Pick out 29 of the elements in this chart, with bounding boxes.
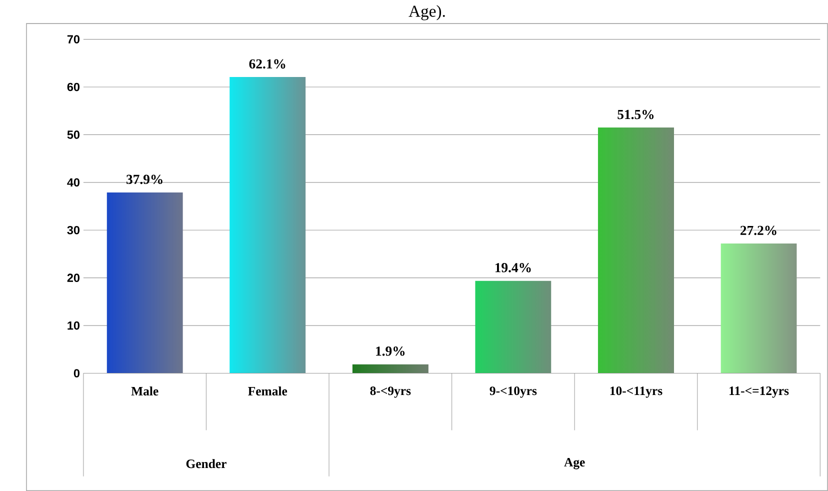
data-label: 27.2%	[740, 226, 776, 236]
bar	[106, 192, 183, 374]
y-tick-label: 70	[67, 35, 80, 44]
x-tick-label: 10-<11yrs	[610, 386, 662, 398]
y-tick-label: 20	[67, 274, 80, 282]
bar	[720, 243, 797, 374]
x-tick-label: 11-<=12yrs	[730, 386, 789, 398]
text: Age	[564, 458, 585, 470]
x-tick-label: Female	[248, 386, 288, 396]
x-tick-label: Male	[131, 386, 158, 396]
data-label: 1.9%	[376, 346, 405, 356]
x-tick-label: 8-<9yrs	[370, 386, 411, 398]
y-tick-label: 10	[68, 321, 80, 330]
data-label: 62.1%	[249, 59, 286, 69]
bar	[475, 280, 552, 374]
bar	[598, 127, 674, 374]
data-label: 19.4%	[495, 262, 531, 272]
chart-title: Age).	[408, 5, 445, 20]
data-label: 51.5%	[618, 110, 654, 120]
y-tick-label: 60	[67, 82, 80, 92]
y-tick-label: 50	[67, 130, 80, 139]
x-tick-label: 9-<10yrs	[490, 386, 537, 398]
y-tick-label: 40	[67, 178, 80, 186]
bar	[352, 364, 428, 374]
y-tick-label: 0	[74, 369, 80, 378]
y-tick-label: 30	[67, 226, 80, 234]
data-label: 37.9%	[126, 174, 162, 184]
text: Gender	[186, 459, 226, 468]
bar	[230, 76, 306, 374]
